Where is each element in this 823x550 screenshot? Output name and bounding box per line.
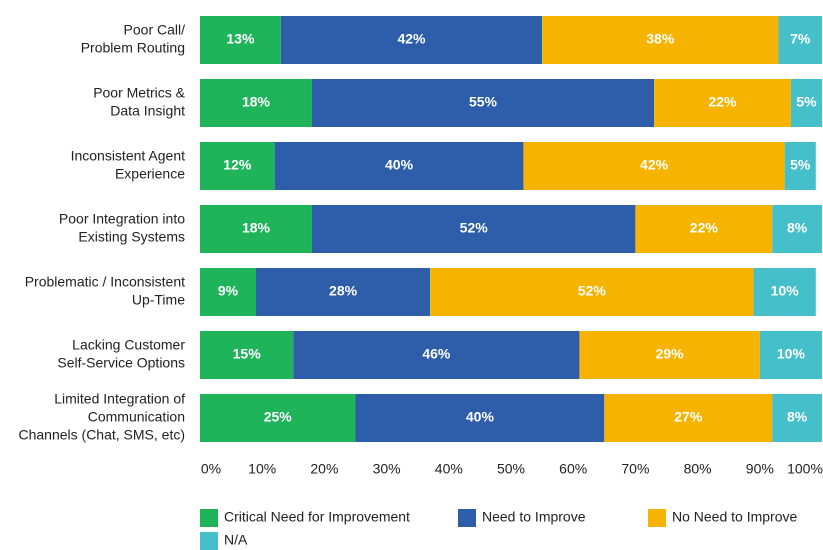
category-label: Limited Integration of: [54, 391, 185, 407]
bar-segment: [200, 331, 294, 379]
value-label: 9%: [218, 283, 239, 299]
bar-segment: [430, 268, 754, 316]
value-label: 13%: [226, 31, 255, 47]
category-label: Self-Service Options: [57, 355, 185, 371]
value-label: 18%: [242, 94, 271, 110]
bar-segment: [778, 16, 822, 64]
value-label: 10%: [777, 346, 806, 362]
bar-segment: [784, 142, 816, 190]
bar-segment: [200, 205, 312, 253]
value-label: 52%: [460, 220, 489, 236]
legend-swatch: [200, 532, 218, 550]
x-tick-label: 80%: [684, 461, 712, 477]
bar-segment: [772, 205, 822, 253]
value-label: 7%: [790, 31, 811, 47]
category-label: Poor Integration into: [59, 211, 185, 227]
x-tick-label: 20%: [310, 461, 338, 477]
value-label: 40%: [385, 157, 414, 173]
x-tick-label: 40%: [435, 461, 463, 477]
category-label: Channels (Chat, SMS, etc): [18, 427, 185, 443]
bar-segment: [635, 205, 773, 253]
value-label: 38%: [646, 31, 675, 47]
bar-segment: [293, 331, 580, 379]
value-label: 25%: [264, 409, 293, 425]
bar-segment: [753, 268, 816, 316]
legend-swatch: [648, 509, 666, 527]
bar-segment: [200, 79, 312, 127]
value-label: 42%: [397, 31, 426, 47]
category-label: Problematic / Inconsistent: [25, 274, 185, 290]
value-label: 5%: [790, 157, 811, 173]
legend-label: N/A: [224, 532, 248, 548]
value-label: 42%: [640, 157, 669, 173]
value-label: 15%: [233, 346, 262, 362]
bar-segment: [200, 268, 256, 316]
category-label: Lacking Customer: [72, 337, 185, 353]
category-label: Poor Metrics &: [93, 85, 185, 101]
legend-label: No Need to Improve: [672, 509, 797, 525]
bar-segment: [311, 79, 655, 127]
x-tick-label: 90%: [746, 461, 774, 477]
category-label: Existing Systems: [78, 229, 185, 245]
x-tick-label: 70%: [621, 461, 649, 477]
x-tick-label: 30%: [373, 461, 401, 477]
value-label: 12%: [223, 157, 252, 173]
legend-swatch: [200, 509, 218, 527]
category-label: Poor Call/: [124, 22, 186, 38]
value-label: 18%: [242, 220, 271, 236]
value-label: 28%: [329, 283, 358, 299]
x-tick-label: 100%: [787, 461, 823, 477]
category-label: Communication: [88, 409, 185, 425]
x-tick-label: 0%: [201, 461, 221, 477]
value-label: 22%: [708, 94, 737, 110]
value-label: 29%: [656, 346, 685, 362]
x-tick-label: 10%: [248, 461, 276, 477]
bar-segment: [654, 79, 791, 127]
category-label: Inconsistent Agent: [71, 148, 186, 164]
value-label: 52%: [578, 283, 607, 299]
value-label: 5%: [796, 94, 817, 110]
value-label: 27%: [674, 409, 703, 425]
bar-segment: [200, 142, 275, 190]
value-label: 10%: [771, 283, 800, 299]
value-label: 55%: [469, 94, 498, 110]
value-label: 22%: [690, 220, 719, 236]
bar-segment: [200, 394, 356, 442]
bar-segment: [311, 205, 636, 253]
value-label: 8%: [787, 409, 808, 425]
x-tick-label: 50%: [497, 461, 525, 477]
bar-segment: [280, 16, 543, 64]
bar-segment: [523, 142, 785, 190]
bar-segment: [604, 394, 773, 442]
value-label: 8%: [787, 220, 808, 236]
bar-segment: [542, 16, 779, 64]
legend-label: Critical Need for Improvement: [224, 509, 410, 525]
category-label: Experience: [115, 166, 185, 182]
bar-segment: [759, 331, 822, 379]
value-label: 40%: [466, 409, 495, 425]
bar-segment: [772, 394, 822, 442]
category-label: Data Insight: [110, 103, 185, 119]
bar-segment: [790, 79, 822, 127]
value-label: 46%: [422, 346, 451, 362]
legend-swatch: [458, 509, 476, 527]
bar-segment: [579, 331, 760, 379]
legend-label: Need to Improve: [482, 509, 586, 525]
bar-segment: [355, 394, 605, 442]
bar-segment: [200, 16, 281, 64]
bar-segment: [274, 142, 524, 190]
category-label: Up-Time: [132, 292, 185, 308]
x-tick-label: 60%: [559, 461, 587, 477]
bar-segment: [255, 268, 431, 316]
category-label: Problem Routing: [81, 40, 185, 56]
